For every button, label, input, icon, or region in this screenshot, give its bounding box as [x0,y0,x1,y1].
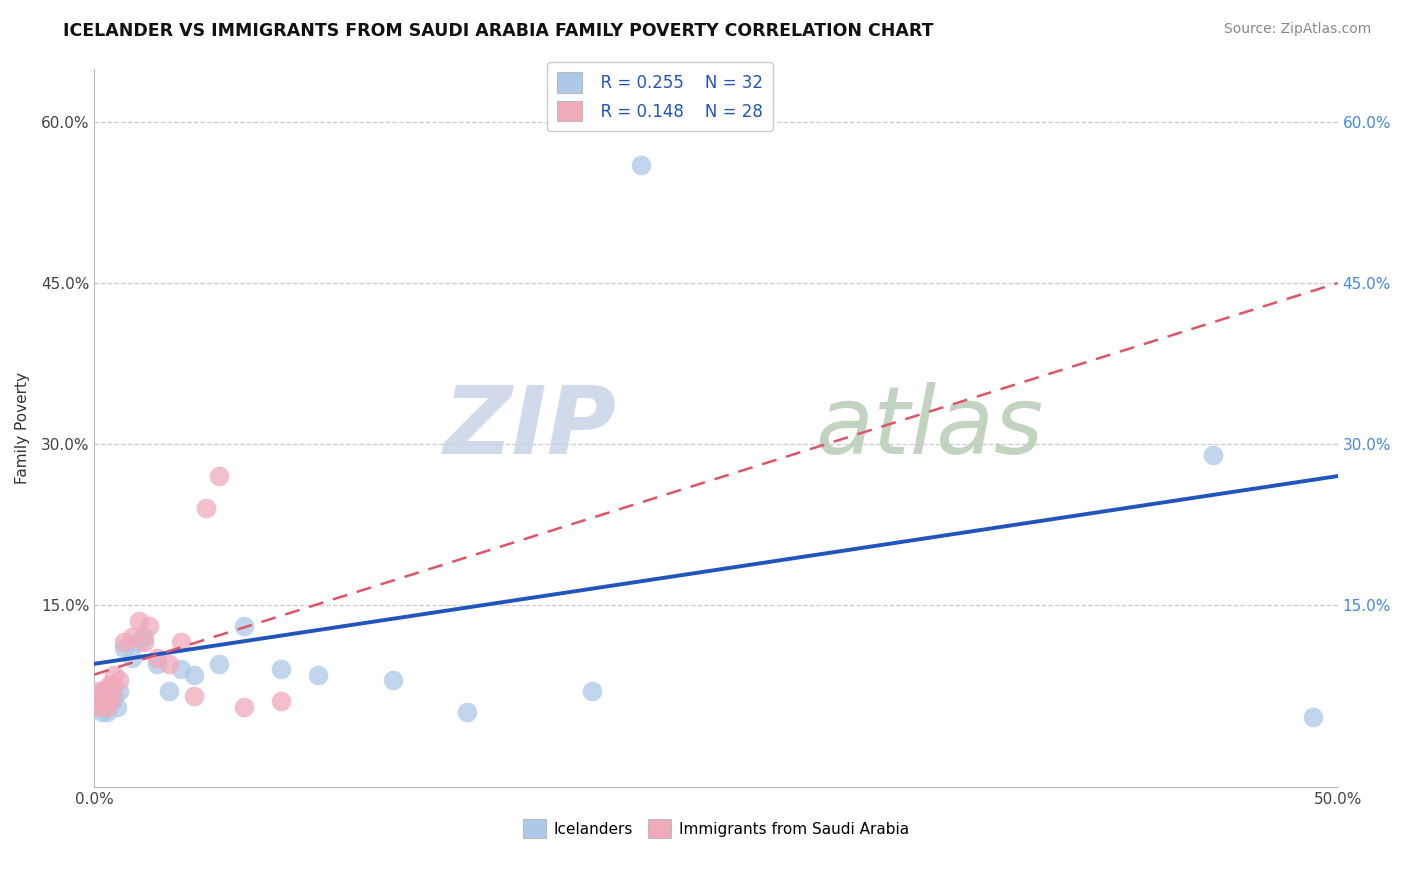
Point [232,699,254,714]
Point [1202,448,1225,462]
Point [103,689,125,703]
Point [86,699,108,714]
Point [96,694,118,708]
Point [1302,710,1324,724]
Text: Source: ZipAtlas.com: Source: ZipAtlas.com [1223,22,1371,37]
Point [121,651,143,665]
Point [89,683,111,698]
Point [105,699,128,714]
Point [630,158,652,172]
Point [138,619,160,633]
Point [96,689,118,703]
Point [90,689,112,703]
Text: ZIP: ZIP [444,382,617,474]
Point [98,678,121,692]
Point [145,651,167,665]
Point [96,699,118,714]
Point [134,630,156,644]
Point [232,619,254,633]
Legend: Icelanders, Immigrants from Saudi Arabia: Icelanders, Immigrants from Saudi Arabia [517,814,915,844]
Point [93,683,115,698]
Point [90,689,112,703]
Point [98,694,121,708]
Point [183,667,205,681]
Point [128,614,150,628]
Point [134,635,156,649]
Point [183,689,205,703]
Point [270,662,292,676]
Point [90,694,112,708]
Point [98,694,121,708]
Text: atlas: atlas [815,383,1043,474]
Point [101,689,124,703]
Point [145,657,167,671]
Point [93,694,115,708]
Point [101,694,124,708]
Point [170,662,193,676]
Point [128,635,150,649]
Point [112,640,135,655]
Point [90,705,112,719]
Point [103,667,125,681]
Point [270,694,292,708]
Point [93,683,115,698]
Point [108,673,131,687]
Point [89,694,111,708]
Point [195,501,218,516]
Point [307,667,329,681]
Point [581,683,603,698]
Point [96,705,118,719]
Point [98,683,121,698]
Point [157,683,180,698]
Point [89,699,111,714]
Point [208,657,231,671]
Point [381,673,404,687]
Point [93,699,115,714]
Point [121,630,143,644]
Y-axis label: Family Poverty: Family Poverty [15,372,30,483]
Point [101,678,124,692]
Point [86,694,108,708]
Point [108,683,131,698]
Point [170,635,193,649]
Point [157,657,180,671]
Point [112,635,135,649]
Point [208,469,231,483]
Text: ICELANDER VS IMMIGRANTS FROM SAUDI ARABIA FAMILY POVERTY CORRELATION CHART: ICELANDER VS IMMIGRANTS FROM SAUDI ARABI… [63,22,934,40]
Point [456,705,478,719]
